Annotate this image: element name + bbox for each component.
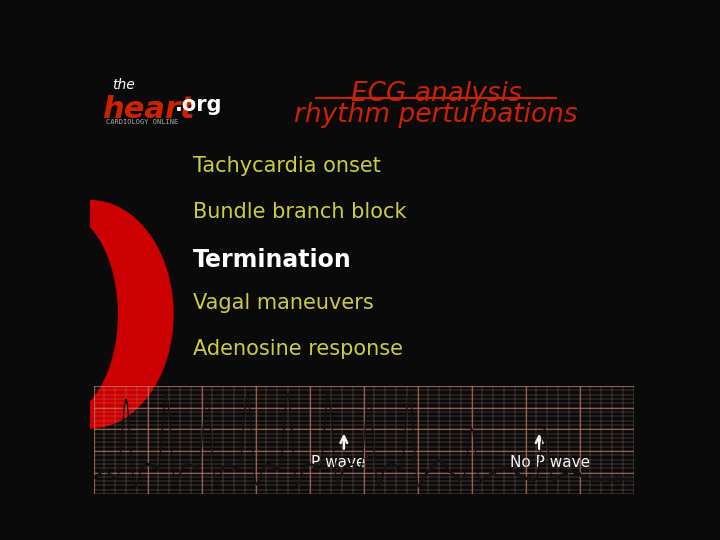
- Text: Vagal maneuvers: Vagal maneuvers: [193, 294, 374, 314]
- Text: Adenosine response: Adenosine response: [193, 339, 403, 359]
- Text: Bundle branch block: Bundle branch block: [193, 202, 407, 222]
- Text: ECG analysis: ECG analysis: [351, 82, 521, 107]
- Text: the: the: [112, 78, 135, 92]
- Text: .org: .org: [175, 94, 222, 114]
- Text: heart: heart: [102, 94, 195, 124]
- Text: CARDIOLOGY ONLINE: CARDIOLOGY ONLINE: [106, 119, 178, 125]
- Ellipse shape: [6, 200, 174, 429]
- Ellipse shape: [0, 210, 118, 418]
- Text: rhythm perturbations: rhythm perturbations: [294, 102, 577, 128]
- Text: Termination: Termination: [193, 248, 352, 272]
- Text: P wave: P wave: [311, 455, 366, 470]
- Text: No P wave: No P wave: [510, 455, 590, 470]
- Text: Tachycardia onset: Tachycardia onset: [193, 156, 381, 176]
